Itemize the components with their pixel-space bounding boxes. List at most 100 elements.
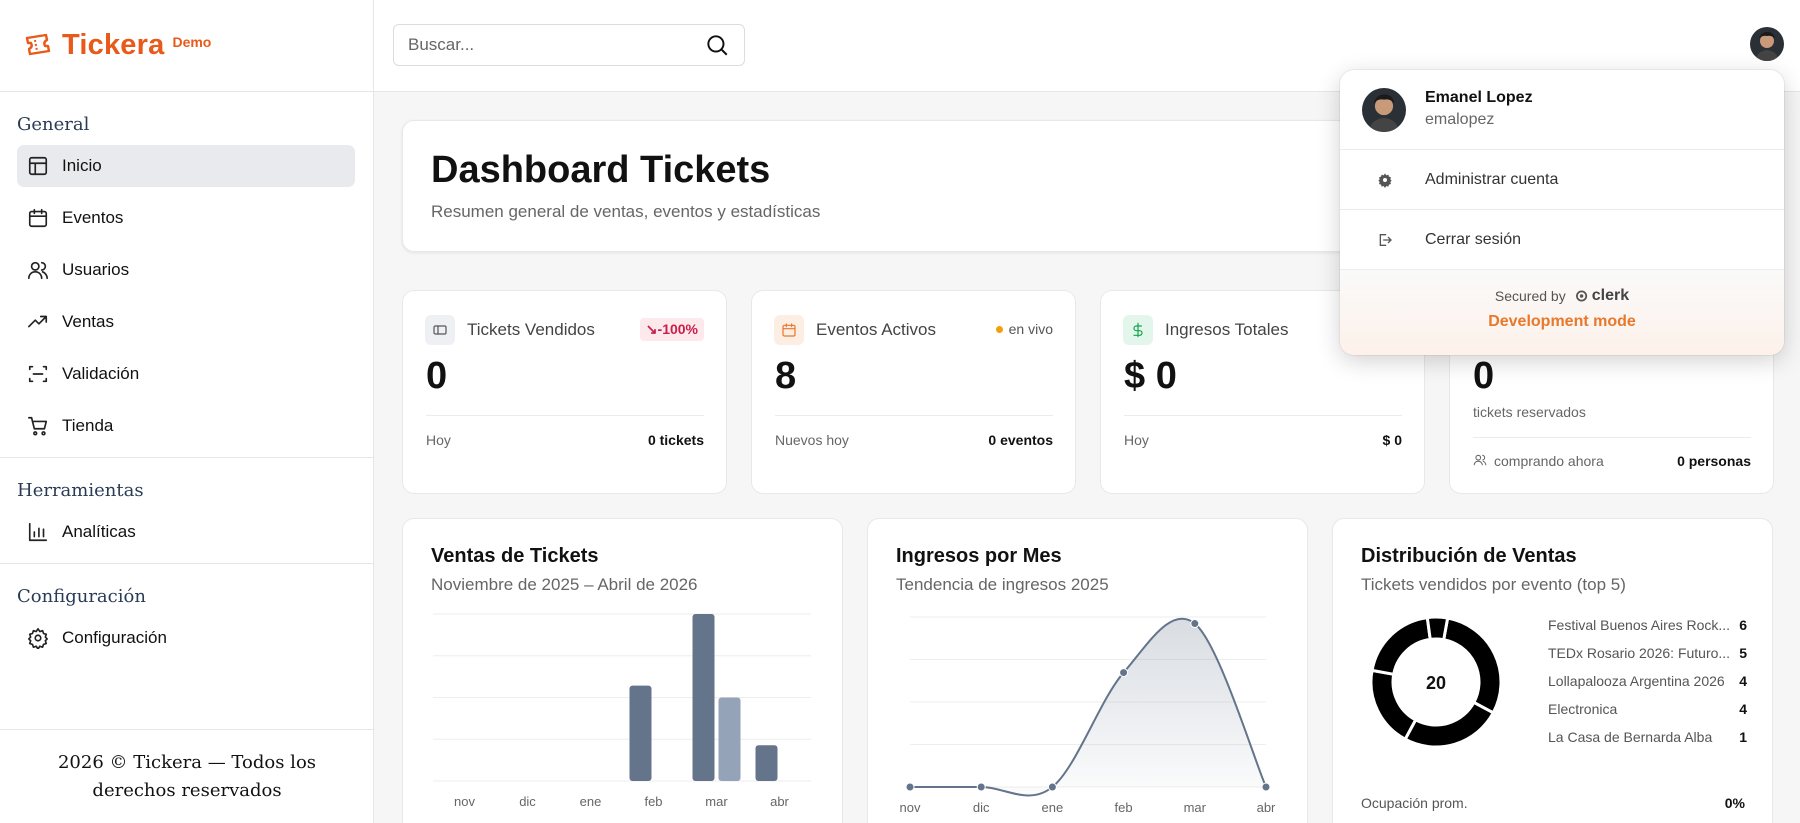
ticket-icon bbox=[433, 325, 447, 335]
area-fill bbox=[910, 618, 1266, 796]
divider bbox=[426, 415, 704, 416]
divider bbox=[1124, 415, 1402, 416]
sign-out-button[interactable]: Cerrar sesión bbox=[1340, 210, 1784, 270]
sidebar-item-usuarios[interactable]: Usuarios bbox=[17, 249, 355, 291]
secured-by-label: Secured by bbox=[1494, 288, 1566, 304]
live-dot-icon bbox=[995, 325, 1003, 333]
donut-slice bbox=[1370, 615, 1432, 677]
bar bbox=[755, 745, 778, 781]
avatar-image bbox=[1362, 88, 1406, 132]
legend-value: 6 bbox=[1739, 617, 1747, 633]
calendar-icon bbox=[782, 323, 796, 337]
sidebar-item-label: Eventos bbox=[62, 208, 124, 227]
live-badge: en vivo bbox=[995, 321, 1053, 337]
sidebar-item-ventas[interactable]: Ventas bbox=[17, 301, 355, 343]
sidebar-item-inicio[interactable]: Inicio bbox=[17, 145, 355, 187]
sidebar-item-configuracion[interactable]: Configuración bbox=[17, 617, 355, 659]
development-mode-label: Development mode bbox=[1488, 313, 1636, 330]
legend-value: 4 bbox=[1739, 673, 1747, 689]
sign-out-icon bbox=[1379, 233, 1392, 246]
trending-up-icon bbox=[28, 315, 48, 328]
trend-value: -100% bbox=[657, 321, 698, 337]
stat-sub: tickets reservados bbox=[1473, 404, 1586, 420]
section-title-general: General bbox=[17, 114, 90, 135]
dollar-icon bbox=[1133, 322, 1143, 338]
chart-subtitle: Tickets vendidos por evento (top 5) bbox=[1361, 575, 1626, 594]
legend-label: Lollapalooza Argentina 2026 bbox=[1548, 673, 1725, 689]
area-chart: nov dic ene feb mar abr bbox=[900, 616, 1276, 815]
avatar bbox=[1362, 88, 1406, 132]
live-label: en vivo bbox=[1008, 321, 1053, 337]
donut-chart: 20 Festival Buenos Aires Rock... 6 TEDx Ros… bbox=[1369, 615, 1747, 749]
legend-label: Festival Buenos Aires Rock... bbox=[1548, 617, 1730, 633]
stat-value: $ 0 bbox=[1124, 355, 1177, 397]
x-tick-label: dic bbox=[519, 794, 536, 809]
stat-card-tickets-vendidos: Tickets Vendidos ↘-100% 0 Hoy 0 tickets bbox=[402, 290, 727, 494]
data-point bbox=[1047, 782, 1057, 792]
chart-card-ventas: Ventas de Tickets Noviembre de 2025 – Ab… bbox=[402, 518, 843, 823]
stat-foot-label: comprando ahora bbox=[1494, 453, 1604, 469]
chart-title: Distribución de Ventas bbox=[1361, 545, 1577, 567]
data-point bbox=[905, 782, 915, 792]
bar bbox=[718, 697, 741, 781]
stat-foot-label: Hoy bbox=[426, 432, 451, 448]
avatar bbox=[1750, 27, 1784, 61]
section-title-configuracion: Configuración bbox=[17, 586, 146, 607]
sidebar-item-eventos[interactable]: Eventos bbox=[17, 197, 355, 239]
stat-value: 0 bbox=[1473, 355, 1495, 397]
x-tick-label: ene bbox=[1042, 800, 1064, 815]
sidebar-item-label: Ventas bbox=[62, 312, 114, 331]
trend-badge: ↘-100% bbox=[639, 318, 704, 341]
chart-subtitle: Tendencia de ingresos 2025 bbox=[896, 575, 1109, 594]
bar-chart-icon bbox=[28, 522, 48, 542]
brand[interactable]: Tickera Demo bbox=[0, 0, 373, 92]
x-tick-label: nov bbox=[454, 794, 475, 809]
sidebar-footer: 2026 © Tickera — Todos los derechos rese… bbox=[0, 729, 374, 823]
sidebar-item-label: Analíticas bbox=[62, 522, 136, 541]
donut-slice bbox=[1425, 615, 1450, 642]
gear-icon bbox=[1378, 172, 1392, 188]
calendar-icon bbox=[28, 208, 48, 228]
legend-label: Electronica bbox=[1548, 701, 1617, 717]
users-icon bbox=[1473, 454, 1487, 466]
bar-chart: nov dic ene feb mar abr bbox=[433, 613, 811, 809]
data-point bbox=[1261, 782, 1271, 792]
data-point bbox=[976, 782, 986, 792]
x-tick-label: feb bbox=[1115, 800, 1133, 815]
chart-subtitle: Noviembre de 2025 – Abril de 2026 bbox=[431, 575, 698, 594]
sidebar-item-validacion[interactable]: Validación bbox=[17, 353, 355, 395]
legend-value: 5 bbox=[1739, 645, 1747, 661]
user-avatar-button[interactable] bbox=[1750, 27, 1784, 61]
dollar-icon-box bbox=[1123, 315, 1153, 345]
ticket-icon-box bbox=[425, 315, 455, 345]
search-box[interactable] bbox=[393, 24, 745, 66]
stat-foot-label: Hoy bbox=[1124, 432, 1149, 448]
donut-slice bbox=[1441, 616, 1503, 715]
search-icon[interactable] bbox=[704, 32, 730, 58]
sidebar-item-label: Validación bbox=[62, 364, 140, 383]
manage-account-button[interactable]: Administrar cuenta bbox=[1340, 150, 1784, 210]
sidebar-item-tienda[interactable]: Tienda bbox=[17, 405, 355, 447]
sidebar: Tickera Demo General Inicio Eventos Usua… bbox=[0, 0, 374, 823]
divider bbox=[1473, 437, 1751, 438]
legend-label: La Casa de Bernarda Alba bbox=[1548, 729, 1712, 745]
search-input[interactable] bbox=[408, 35, 704, 55]
bar bbox=[629, 685, 652, 781]
chart-card-distribucion: Distribución de Ventas Tickets vendidos … bbox=[1332, 518, 1773, 823]
x-tick-label: abr bbox=[1257, 800, 1276, 815]
trending-down-icon: ↘ bbox=[645, 321, 658, 337]
stat-foot-label: Nuevos hoy bbox=[775, 432, 849, 448]
user-menu-dropdown: Emanel Lopez emalopez Administrar cuenta… bbox=[1340, 70, 1784, 355]
page-subtitle: Resumen general de ventas, eventos y est… bbox=[431, 202, 821, 221]
sidebar-item-analiticas[interactable]: Analíticas bbox=[17, 511, 355, 553]
provider-name: clerk bbox=[1591, 287, 1630, 304]
legend-value: 1 bbox=[1739, 729, 1747, 745]
topbar bbox=[374, 0, 1800, 92]
sidebar-item-label: Inicio bbox=[62, 156, 102, 175]
sidebar-item-label: Usuarios bbox=[62, 260, 130, 279]
sign-out-label: Cerrar sesión bbox=[1425, 230, 1522, 248]
stat-foot-value: 0 tickets bbox=[647, 432, 704, 448]
legend-value: 4 bbox=[1739, 701, 1747, 717]
x-tick-label: feb bbox=[644, 794, 662, 809]
ticket-logo-icon bbox=[25, 33, 51, 55]
